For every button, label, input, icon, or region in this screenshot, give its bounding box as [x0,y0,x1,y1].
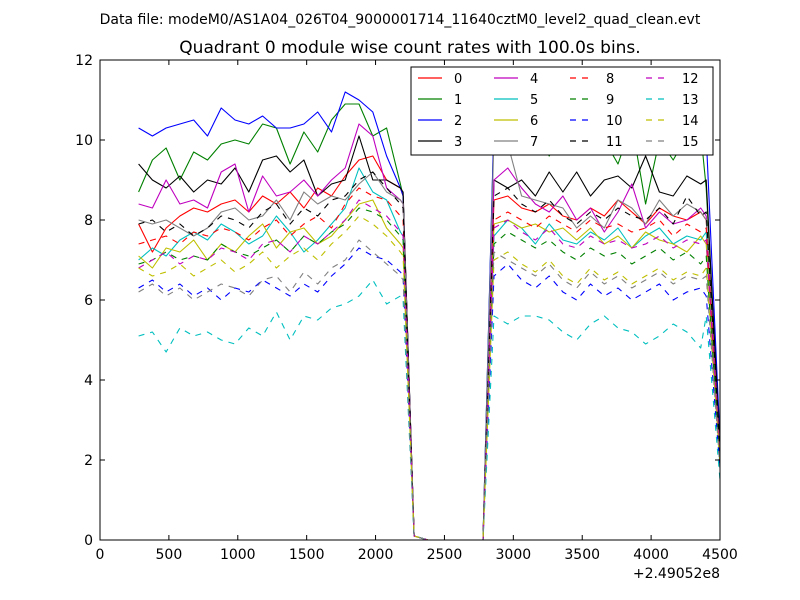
legend-label: 15 [682,135,699,150]
series-line-6 [138,199,720,540]
x-tick-label: 2000 [358,547,394,563]
legend-label: 11 [606,135,623,150]
y-tick-label: 12 [75,53,93,69]
legend-label: 13 [682,93,699,108]
series-lines [138,91,720,540]
series-line-15 [138,239,720,540]
legend-label: 7 [530,135,538,150]
y-tick-label: 0 [84,533,93,549]
series-line-10 [138,247,720,540]
legend-label: 3 [454,135,462,150]
legend-label: 12 [682,72,699,87]
legend-box [410,66,714,156]
x-tick-label: 0 [96,547,105,563]
series-line-12 [138,199,720,540]
x-tick-label: 500 [156,547,183,563]
legend-label: 6 [530,114,538,129]
series-line-8 [138,187,720,540]
x-tick-label: 1500 [289,547,325,563]
legend-label: 4 [530,72,538,87]
x-tick-label: 4500 [702,547,738,563]
legend-label: 8 [606,72,614,87]
legend-label: 9 [606,93,614,108]
series-line-2 [138,91,720,540]
legend-label: 14 [682,114,699,129]
x-tick-label: 2500 [427,547,463,563]
legend-label: 10 [606,114,623,129]
legend-label: 0 [454,72,462,87]
series-line-14 [138,215,720,540]
series-line-9 [138,207,720,540]
series-line-3 [138,135,720,540]
y-tick-label: 2 [84,453,93,469]
chart-suptitle: Data file: modeM0/AS1A04_026T04_90000017… [100,12,701,28]
x-tick-label: 4000 [633,547,669,563]
series-line-13 [138,279,720,540]
x-tick-label: 3500 [564,547,600,563]
legend-label: 1 [454,93,462,108]
x-tick-label: 1000 [220,547,256,563]
legend-label: 2 [454,114,462,129]
y-tick-label: 10 [75,133,93,149]
series-line-7 [138,135,720,540]
y-tick-label: 4 [84,373,93,389]
series-line-11 [138,171,720,540]
series-line-0 [138,155,720,540]
series-line-4 [138,123,720,540]
x-axis-offset-label: +2.49052e8 [633,566,720,582]
chart-title: Quadrant 0 module wise count rates with … [179,38,640,58]
legend-label: 5 [530,93,538,108]
y-tick-label: 6 [84,293,93,309]
x-axis: 0 500 1000 1500 2000 2500 3000 3500 4000 4500 [96,60,738,563]
x-tick-label: 3000 [496,547,532,563]
series-line-5 [138,167,720,540]
y-tick-label: 8 [84,213,93,229]
